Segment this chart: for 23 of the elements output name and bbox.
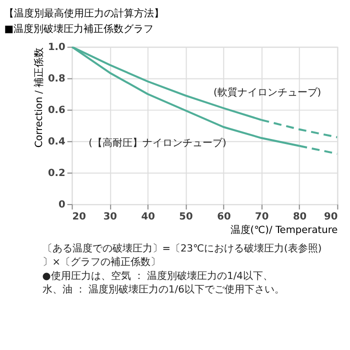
x-tick-label: 40 xyxy=(141,211,156,222)
series-label: (軟質ナイロンチューブ) xyxy=(213,86,322,98)
y-axis-title: Correction / 補正係数 xyxy=(33,47,46,148)
text: ●使用圧力は、空気 ： 温度別破壊圧力の1/4以下、 xyxy=(42,270,273,282)
y-tick-label: 1.0 xyxy=(48,42,66,54)
x-tick-label: 90 xyxy=(324,211,338,222)
y-tick-label: 0.6 xyxy=(48,105,66,116)
x-tick-label: 80 xyxy=(292,211,307,222)
chart-subtitle: ■温度別破壊圧力補正係数グラフ xyxy=(4,23,154,36)
text: 〔ある温度での破壊圧力〕=〔23℃における破壊圧力(表参照)〕×〔グラフの補正係数〕 xyxy=(42,242,322,268)
y-tick-label: 0.2 xyxy=(48,168,66,180)
y-tick-label: 0 xyxy=(58,200,66,211)
x-tick-label: 70 xyxy=(255,211,269,222)
x-axis-title: 温度(℃)/ Temperature xyxy=(230,224,338,236)
series-label: (【高耐圧】ナイロンチューブ) xyxy=(88,137,226,150)
x-tick-label: 50 xyxy=(179,211,194,222)
chart-title: 【温度別最高使用圧力の計算方法】 xyxy=(4,7,164,20)
y-tick-label: 0.8 xyxy=(48,74,66,85)
y-tick-label: 0.4 xyxy=(48,136,66,148)
x-tick-label: 60 xyxy=(217,211,231,222)
x-tick-label: 20 xyxy=(72,211,86,222)
x-tick-label: 30 xyxy=(103,211,118,222)
text: 水、油 ： 温度別破壊圧力の1/6以下でご使用下さい。 xyxy=(42,284,284,296)
